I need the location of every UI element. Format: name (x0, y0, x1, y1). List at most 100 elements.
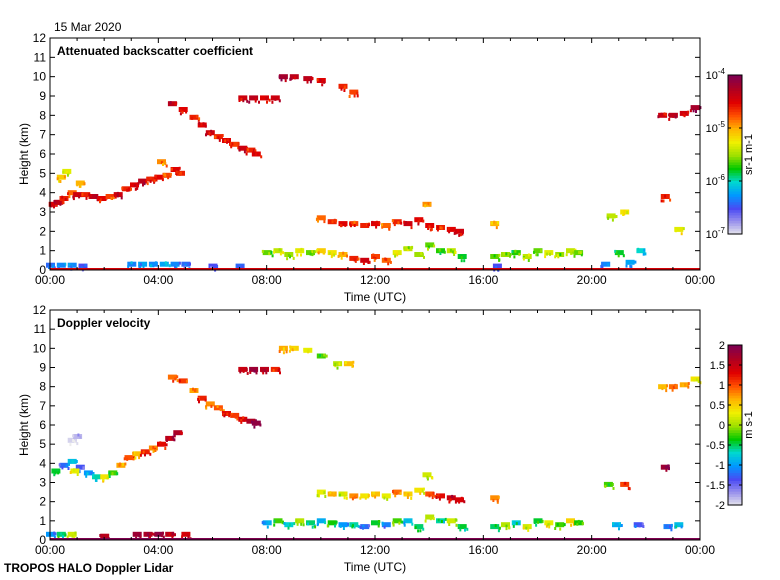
x-tick-label: 08:00 (252, 273, 282, 287)
data-speckle (204, 398, 207, 402)
data-speckle (427, 247, 429, 251)
data-speckle (303, 348, 306, 351)
data-speckle (559, 253, 562, 256)
data-point (614, 250, 624, 256)
data-speckle (661, 384, 664, 388)
data-speckle (432, 491, 435, 495)
data-speckle (333, 493, 336, 497)
data-speckle (514, 249, 517, 253)
y-tick-label: 3 (39, 476, 46, 490)
data-speckle (122, 462, 125, 466)
data-speckle (604, 484, 607, 488)
data-speckle (362, 262, 365, 265)
data-speckle (672, 114, 675, 118)
data-speckle (687, 382, 690, 386)
data-speckle (364, 259, 367, 263)
data-speckle (612, 486, 615, 490)
data-speckle (367, 223, 369, 227)
data-speckle (403, 246, 406, 250)
data-speckle (80, 266, 83, 270)
colorbar-swatch (728, 191, 742, 195)
data-speckle (75, 438, 77, 442)
data-speckle (668, 467, 670, 471)
data-speckle (665, 465, 668, 469)
data-point (132, 531, 142, 537)
data-speckle (611, 218, 614, 222)
data-speckle (144, 453, 146, 457)
backscatter-axis-ticks: 00:00 04:00 08:00 12:00 16:00 20:00 00:0001234… (33, 31, 716, 287)
colorbar-swatch (728, 401, 742, 405)
colorbar-swatch (728, 188, 742, 193)
data-speckle (674, 115, 677, 119)
feature-evening-cloud (606, 105, 702, 236)
data-point (360, 493, 370, 499)
data-speckle (102, 478, 105, 482)
data-speckle (292, 256, 295, 260)
colorbar-swatch (728, 441, 742, 445)
data-speckle (261, 249, 264, 253)
data-speckle (67, 192, 69, 196)
data-speckle (300, 247, 303, 251)
data-speckle (195, 114, 198, 118)
data-speckle (496, 500, 499, 504)
data-speckle (82, 466, 85, 470)
colorbar-swatch (728, 374, 742, 378)
data-point (338, 491, 348, 497)
data-speckle (352, 524, 354, 528)
data-speckle (460, 496, 463, 500)
data-speckle (682, 383, 685, 387)
data-speckle (116, 472, 119, 476)
data-speckle (495, 266, 498, 269)
y-tick-label: 0 (39, 533, 46, 547)
data-speckle (178, 172, 181, 176)
data-speckle (537, 520, 539, 524)
data-point (157, 441, 166, 447)
data-speckle (668, 525, 671, 529)
data-speckle (580, 253, 583, 257)
data-speckle (90, 471, 93, 475)
data-speckle (58, 463, 61, 467)
data-point (381, 223, 391, 228)
colorbar-swatch (728, 454, 742, 458)
data-speckle (323, 220, 326, 224)
data-speckle (294, 76, 296, 80)
data-speckle (291, 348, 294, 352)
data-speckle (268, 252, 271, 256)
data-speckle (437, 225, 439, 229)
colorbar-swatch (728, 417, 742, 421)
colorbar-swatch (728, 133, 742, 137)
data-point (249, 366, 259, 372)
data-speckle (112, 196, 115, 200)
data-speckle (53, 531, 56, 535)
colorbar-swatch (728, 128, 742, 132)
colorbar-swatch (728, 486, 742, 490)
data-speckle (689, 109, 692, 113)
data-speckle (62, 170, 65, 174)
data-speckle (130, 187, 132, 191)
data-speckle (159, 441, 162, 445)
data-speckle (442, 250, 445, 254)
data-speckle (114, 195, 117, 199)
feature-midday-cloud (316, 472, 500, 504)
y-tick-label: 2 (39, 495, 46, 509)
data-speckle (95, 479, 98, 482)
data-speckle (61, 466, 64, 470)
data-speckle (266, 96, 269, 100)
data-speckle (165, 164, 168, 168)
data-speckle (52, 264, 55, 268)
data-speckle (453, 231, 456, 235)
data-speckle (176, 168, 179, 172)
data-speckle (174, 533, 176, 537)
data-speckle (273, 250, 275, 254)
data-speckle (376, 522, 379, 526)
data-speckle (172, 379, 175, 383)
colorbar-swatch (728, 489, 742, 493)
data-speckle (74, 531, 77, 535)
data-speckle (440, 226, 443, 230)
data-speckle (316, 523, 319, 527)
colorbar-swatch (728, 178, 742, 182)
data-speckle (426, 243, 429, 247)
colorbar-tick-label: 1 (719, 380, 725, 392)
colorbar-swatch (728, 186, 742, 190)
data-speckle (284, 76, 286, 80)
